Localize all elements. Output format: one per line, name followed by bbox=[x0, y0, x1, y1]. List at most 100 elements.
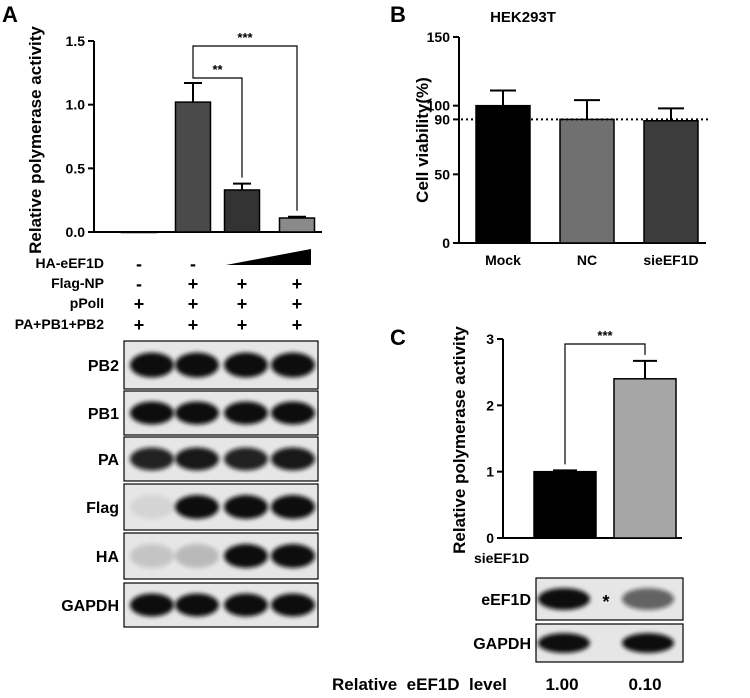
panel-b-y-tick-label: 150 bbox=[427, 29, 451, 45]
blot-label-pa: PA bbox=[98, 452, 119, 469]
blot-band bbox=[175, 495, 219, 519]
blot-label-pb2: PB2 bbox=[88, 358, 119, 375]
blot-band bbox=[271, 352, 315, 378]
panel-a-treatment-row-label: HA-eEF1D bbox=[36, 255, 104, 271]
panel-c-y-axis-label: Relative polymerase activity bbox=[450, 326, 469, 554]
panel-b-bar-chart: Cell viability(%) 0 50 100 150 Mock NC sieEF1D… bbox=[413, 29, 710, 268]
panel-b-y-tick-label: 50 bbox=[434, 166, 450, 182]
panel-a-treatment-mark: + bbox=[237, 274, 248, 294]
panel-a-bar-chart: Relative polymerase activity 0.0 0.5 1.0 1.… bbox=[26, 26, 322, 254]
panel-a-treatment-mark: + bbox=[237, 294, 248, 314]
blot-band bbox=[130, 447, 174, 471]
panel-a-significance-bracket bbox=[192, 45, 298, 211]
panel-a-treatment-mark: + bbox=[292, 294, 303, 314]
panel-b-bar bbox=[643, 120, 699, 244]
panel-a-bar bbox=[223, 189, 261, 233]
blot-band bbox=[224, 544, 268, 568]
blot-label-gapdh: GAPDH bbox=[61, 598, 119, 615]
blot-label-flag: Flag bbox=[86, 500, 119, 517]
panel-b-y-tick-label: 0 bbox=[442, 235, 450, 251]
blot-label-gapdh: GAPDH bbox=[473, 636, 531, 653]
panel-c-western-blot: eEF1D GAPDH * bbox=[473, 577, 684, 663]
panel-c-y-tick-label: 0 bbox=[486, 530, 494, 546]
blot-band bbox=[175, 401, 219, 425]
blot-band bbox=[130, 495, 174, 519]
panel-c-y-tick-label: 1 bbox=[486, 464, 494, 480]
panel-c-significance-marker: *** bbox=[597, 328, 613, 343]
panel-b-bar bbox=[475, 104, 531, 244]
panel-b-bar bbox=[559, 118, 615, 244]
blot-band bbox=[271, 544, 315, 568]
panel-a-y-tick-label: 1.5 bbox=[66, 33, 86, 49]
panel-a-treatment-mark: - bbox=[136, 274, 142, 294]
blot-band bbox=[538, 633, 590, 653]
panel-b-x-tick-label: Mock bbox=[485, 252, 521, 268]
panel-a-treatment-row-label: PA+PB1+PB2 bbox=[15, 316, 104, 332]
panel-c-bar bbox=[533, 470, 597, 539]
blot-band bbox=[130, 401, 174, 425]
panel-a-treatment-mark: + bbox=[134, 315, 145, 335]
blot-band bbox=[271, 593, 315, 617]
panel-a-treatment-mark: + bbox=[188, 294, 199, 314]
panel-a-treatment-row-label: pPolI bbox=[70, 295, 104, 311]
panel-a-y-tick-label: 0.5 bbox=[66, 160, 86, 176]
panel-b-x-tick-label: sieEF1D bbox=[643, 252, 698, 268]
panel-a-treatment-mark: - bbox=[136, 254, 142, 274]
blot-band bbox=[271, 447, 315, 471]
panel-label-a: A bbox=[2, 2, 18, 27]
panel-a-treatment-mark: + bbox=[134, 294, 145, 314]
panel-a-significance-bracket bbox=[192, 77, 243, 178]
panel-b-title: HEK293T bbox=[490, 9, 556, 26]
panel-a-treatment-mark: - bbox=[190, 254, 196, 274]
blot-band bbox=[224, 447, 268, 471]
blot-band bbox=[622, 633, 674, 653]
panel-a-treatment-mark: + bbox=[188, 274, 199, 294]
blot-band bbox=[175, 544, 219, 568]
blot-band bbox=[224, 352, 268, 378]
panel-a-significance-marker: *** bbox=[237, 30, 253, 45]
panel-a-treatment-mark: + bbox=[237, 315, 248, 335]
panel-c-bar bbox=[613, 378, 677, 539]
blot-band bbox=[224, 495, 268, 519]
panel-a-y-tick-label: 0.0 bbox=[66, 224, 86, 240]
blot-band bbox=[271, 495, 315, 519]
panel-b-y-tick-label: 100 bbox=[427, 98, 451, 114]
blot-label-eef1d: eEF1D bbox=[481, 592, 531, 609]
panel-c-quant-label: Relative eEF1D level bbox=[332, 675, 507, 694]
blot-label-ha: HA bbox=[96, 549, 120, 566]
panel-c-treatment-label: sieEF1D bbox=[474, 550, 529, 566]
blot-band bbox=[622, 588, 674, 610]
blot-band bbox=[224, 401, 268, 425]
panel-a-bar bbox=[174, 101, 212, 233]
panel-a-treatment-table: HA-eEF1D - -Flag-NP - + + +pPolI + + + +PA+PB1+PB2… bbox=[15, 249, 311, 335]
panel-c-quant-value-1: 1.00 bbox=[545, 675, 578, 694]
panel-a-treatment-mark: + bbox=[292, 274, 303, 294]
blot-band bbox=[175, 447, 219, 471]
blot-band bbox=[271, 401, 315, 425]
blot-band bbox=[130, 593, 174, 617]
blot-label-pb1: PB1 bbox=[88, 406, 119, 423]
panel-a-dose-wedge bbox=[226, 249, 311, 265]
panel-a-y-tick-label: 1.0 bbox=[66, 97, 86, 113]
panel-a-y-axis-label: Relative polymerase activity bbox=[26, 26, 45, 254]
blot-band bbox=[175, 593, 219, 617]
blot-band bbox=[538, 588, 590, 610]
panel-a-treatment-mark: + bbox=[292, 315, 303, 335]
blot-band bbox=[224, 593, 268, 617]
panel-c-y-tick-label: 3 bbox=[486, 331, 494, 347]
blot-band bbox=[130, 544, 174, 568]
panel-a-treatment-row-label: Flag-NP bbox=[51, 275, 104, 291]
panel-a-western-blot: PB2 PB1 PA Flag HA GAPDH bbox=[61, 340, 319, 628]
blot-band bbox=[130, 352, 174, 378]
blot-asterisk-marker: * bbox=[602, 592, 609, 612]
panel-label-c: C bbox=[390, 325, 406, 350]
panel-c-y-tick-label: 2 bbox=[486, 397, 494, 413]
panel-c-significance-bracket bbox=[564, 343, 646, 465]
panel-a-significance-marker: ** bbox=[212, 62, 223, 77]
panel-a-bar bbox=[278, 217, 316, 233]
panel-b-x-tick-label: NC bbox=[577, 252, 597, 268]
panel-label-b: B bbox=[390, 2, 406, 27]
panel-b-y-axis-label: Cell viability(%) bbox=[413, 77, 432, 203]
panel-b-y-tick-label: 90 bbox=[434, 111, 450, 127]
